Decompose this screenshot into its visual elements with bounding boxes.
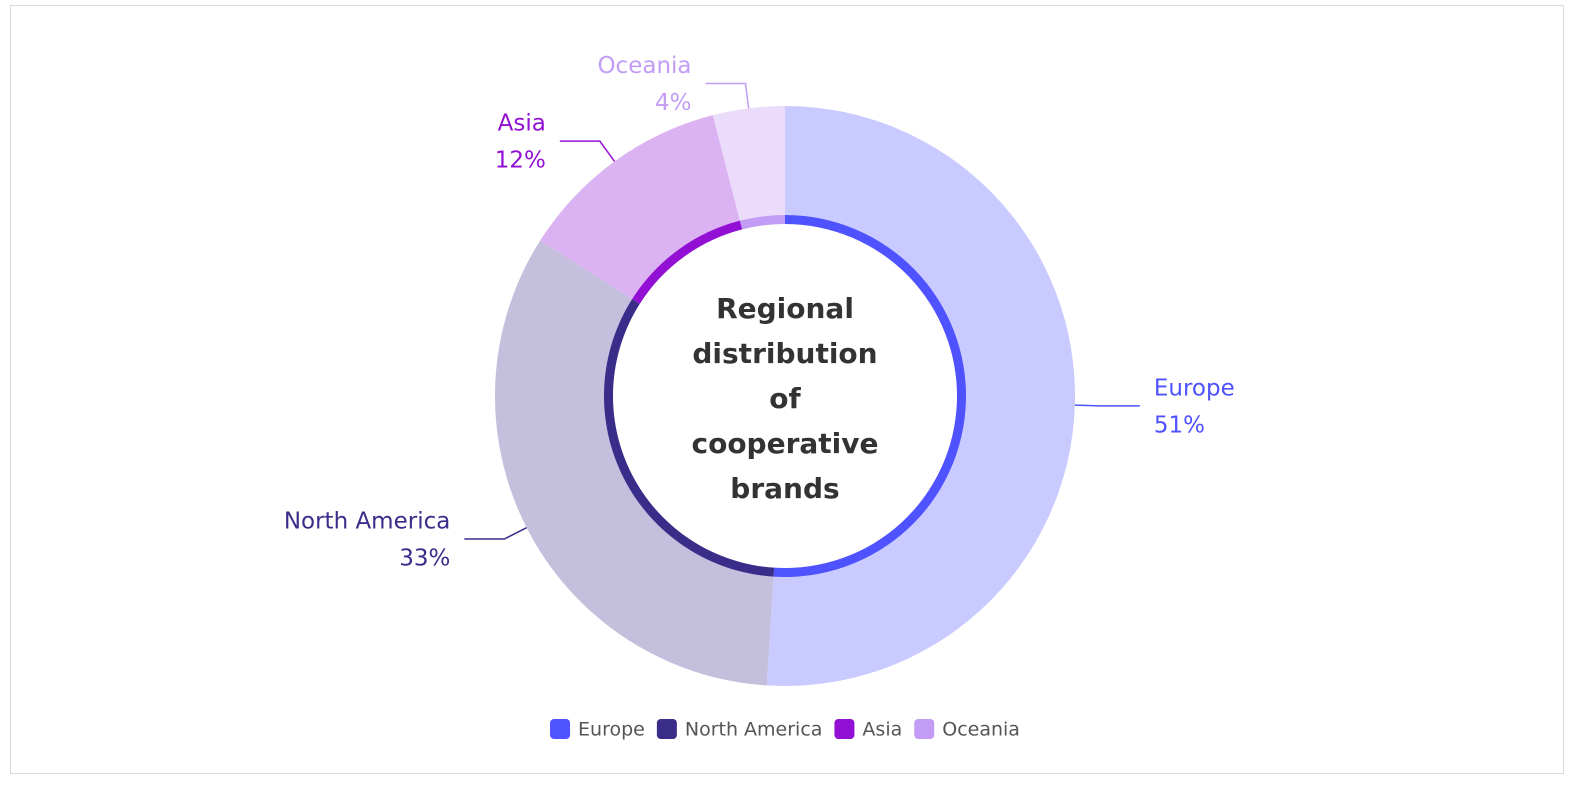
donut-segment xyxy=(540,115,741,300)
legend-swatch xyxy=(914,719,935,739)
leader-line xyxy=(559,140,616,162)
legend-label: North America xyxy=(685,719,823,741)
chart-frame xyxy=(10,5,1564,774)
leader-line xyxy=(1074,404,1140,407)
chart-title: Regional distribution of cooperative bra… xyxy=(691,292,879,505)
legend-swatch xyxy=(656,719,677,739)
data-label-value: 51% xyxy=(1154,412,1205,438)
legend-label: Europe xyxy=(578,719,645,741)
data-label-name: North America xyxy=(284,509,451,535)
legend-label: Asia xyxy=(862,719,902,741)
donut-inner-band xyxy=(739,215,785,230)
data-label-name: Europe xyxy=(1154,375,1235,401)
data-label-value: 33% xyxy=(399,546,450,572)
leader-line xyxy=(705,82,750,109)
donut-segment xyxy=(712,106,785,222)
data-label-value: 4% xyxy=(655,90,692,116)
legend-swatch xyxy=(550,719,571,739)
donut-segment xyxy=(494,240,774,686)
data-label-value: 12% xyxy=(495,148,546,174)
legend-label: Oceania xyxy=(942,719,1020,741)
donut-segment xyxy=(766,106,1076,686)
leader-line xyxy=(464,526,527,540)
data-label-name: Oceania xyxy=(597,53,691,79)
data-label-name: Asia xyxy=(498,111,546,137)
legend-swatch xyxy=(834,719,855,739)
donut-inner-band xyxy=(632,220,743,304)
donut-inner-band xyxy=(603,299,775,577)
